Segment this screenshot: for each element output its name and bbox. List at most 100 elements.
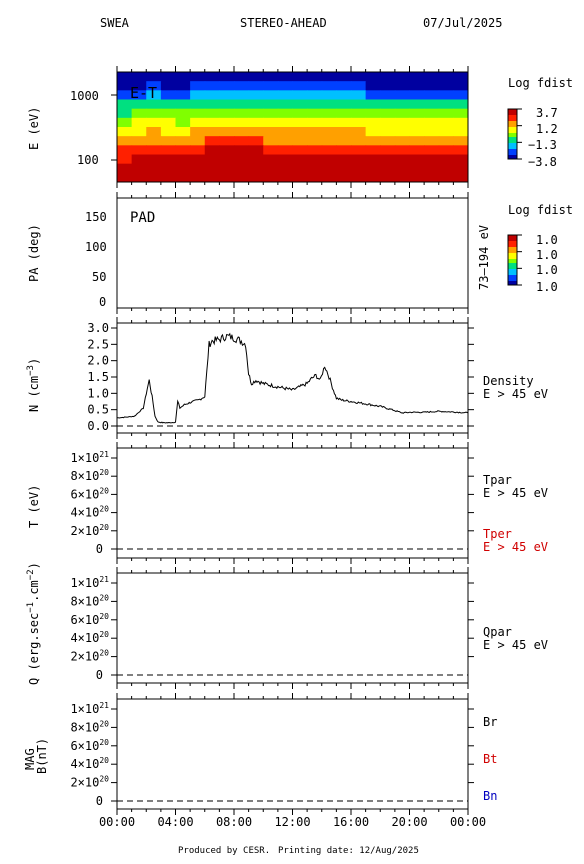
et-cell xyxy=(394,127,411,137)
pad-colorbar-segment xyxy=(508,241,517,244)
et-cell xyxy=(292,81,308,91)
et-colorbar-segment xyxy=(508,155,517,158)
et-cell xyxy=(248,172,264,183)
et-cell xyxy=(117,154,133,165)
mag-ytick-zero: 0 xyxy=(96,794,103,808)
pad-colorbar-segment xyxy=(508,279,517,282)
et-cell xyxy=(277,81,294,91)
et-cell xyxy=(263,99,279,110)
et-cell xyxy=(336,108,352,119)
et-cell xyxy=(394,136,411,146)
et-cell xyxy=(307,117,323,128)
et-cell xyxy=(321,127,337,137)
et-cell xyxy=(453,145,469,155)
et-colorbar-segment xyxy=(508,115,517,118)
temperature-ytick-label: 2×1020 xyxy=(70,523,109,538)
et-cell xyxy=(146,108,162,119)
et-cell xyxy=(117,172,133,183)
et-cell xyxy=(438,145,454,155)
et-cell xyxy=(321,145,337,155)
et-cell xyxy=(117,163,133,174)
time-tick-label: 08:00 xyxy=(216,815,252,829)
et-colorbar-segment xyxy=(508,131,517,134)
et-cell xyxy=(394,72,411,82)
et-colorbar-segment xyxy=(508,157,517,160)
et-cell xyxy=(117,72,133,82)
mag-frame xyxy=(116,698,469,810)
pad-colorbar-segment xyxy=(508,235,517,238)
et-cell xyxy=(292,127,308,137)
pad-cbar-label-1: 1.0 xyxy=(536,248,558,262)
et-cell xyxy=(438,154,454,165)
et-cell xyxy=(146,81,162,91)
et-cell xyxy=(336,90,352,100)
et-cell xyxy=(248,99,264,110)
et-cell xyxy=(453,108,469,119)
et-cell xyxy=(336,117,352,128)
et-cell xyxy=(219,172,235,183)
pad-colorbar-segment xyxy=(508,261,517,264)
density-legend-name: Density xyxy=(483,374,534,388)
et-cell xyxy=(438,127,454,137)
pad-colorbar-segment xyxy=(508,265,517,268)
et-cell xyxy=(321,99,337,110)
et-cell xyxy=(409,90,425,100)
et-cell xyxy=(321,136,337,146)
et-cell xyxy=(117,145,133,155)
et-cell xyxy=(292,72,308,82)
et-colorbar-segment xyxy=(508,141,517,144)
mag-ytick-label: 4×1020 xyxy=(70,756,109,771)
et-cell xyxy=(292,117,308,128)
qpar-energy-label: E > 45 eV xyxy=(483,638,548,652)
et-cell xyxy=(190,72,206,82)
et-cell xyxy=(380,90,396,100)
et-cell xyxy=(204,136,220,146)
et-cell xyxy=(380,145,396,155)
et-cell xyxy=(234,136,250,146)
et-cell xyxy=(248,72,264,82)
et-colorbar-segment xyxy=(508,123,517,126)
et-ytick-1000: 1000 xyxy=(70,89,99,103)
et-cell xyxy=(394,90,411,100)
et-cell xyxy=(380,136,396,146)
temperature-ytick-label: 6×1020 xyxy=(70,486,109,501)
et-cell xyxy=(219,99,235,110)
pad-colorbar-segment xyxy=(508,255,517,258)
et-colorbar-segment xyxy=(508,117,517,120)
et-cell xyxy=(175,145,191,155)
et-cell xyxy=(263,72,279,82)
et-cbar-label-1: 1.2 xyxy=(536,122,558,136)
et-cell xyxy=(277,145,294,155)
pad-colorbar-segment xyxy=(508,253,517,256)
pad-colorbar-segment xyxy=(508,247,517,250)
et-cell xyxy=(365,99,381,110)
et-cell xyxy=(365,154,381,165)
et-cell xyxy=(248,81,264,91)
pad-cbar-label-2: 1.0 xyxy=(536,263,558,277)
et-colorbar-segment xyxy=(508,121,517,124)
et-cell xyxy=(248,127,264,137)
tper-energy-label: E > 45 eV xyxy=(483,540,548,554)
et-cell xyxy=(336,163,352,174)
et-cell xyxy=(365,90,381,100)
et-cell xyxy=(219,163,235,174)
et-cell xyxy=(453,127,469,137)
et-cell xyxy=(234,117,250,128)
et-cell xyxy=(307,154,323,165)
et-cell xyxy=(234,72,250,82)
et-cell xyxy=(160,81,177,91)
et-cell xyxy=(307,99,323,110)
et-cell xyxy=(263,163,279,174)
et-cell xyxy=(336,127,352,137)
et-cell xyxy=(146,90,162,100)
panel-et: E-T 1000 100 E (eV) Log fdist 3.7 1.2 −1… xyxy=(27,71,573,183)
heatflux-ytick-label: 6×1020 xyxy=(70,612,109,627)
et-cell xyxy=(234,81,250,91)
heatflux-ytick-label: 1×1021 xyxy=(70,575,109,590)
et-cell xyxy=(365,117,381,128)
et-cell xyxy=(351,172,367,183)
footer-produced-by: Produced by CESR. xyxy=(178,846,270,856)
et-cell xyxy=(204,108,220,119)
et-cell xyxy=(453,99,469,110)
et-colorbar-segment xyxy=(508,147,517,150)
